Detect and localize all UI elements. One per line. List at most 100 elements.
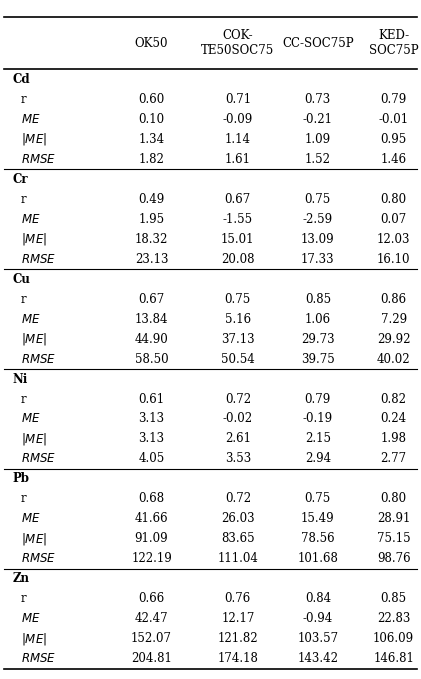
Text: 15.49: 15.49 — [301, 513, 335, 526]
Text: 0.79: 0.79 — [305, 392, 331, 405]
Text: -0.21: -0.21 — [303, 113, 333, 126]
Text: 204.81: 204.81 — [131, 653, 172, 665]
Text: r: r — [21, 193, 27, 206]
Text: Zn: Zn — [13, 572, 29, 585]
Text: $|\mathit{ME}|$: $|\mathit{ME}|$ — [21, 331, 47, 347]
Text: $\mathit{ME}$: $\mathit{ME}$ — [21, 513, 40, 526]
Text: 28.91: 28.91 — [377, 513, 410, 526]
Text: 0.72: 0.72 — [225, 392, 251, 405]
Text: $|\mathit{ME}|$: $|\mathit{ME}|$ — [21, 631, 47, 647]
Text: 0.07: 0.07 — [381, 213, 407, 225]
Text: 1.52: 1.52 — [305, 153, 331, 166]
Text: 20.08: 20.08 — [221, 253, 255, 265]
Text: $\mathit{ME}$: $\mathit{ME}$ — [21, 113, 40, 126]
Text: 44.90: 44.90 — [135, 333, 168, 346]
Text: 0.61: 0.61 — [139, 392, 165, 405]
Text: 0.68: 0.68 — [139, 492, 165, 505]
Text: 5.16: 5.16 — [225, 312, 251, 325]
Text: 1.14: 1.14 — [225, 132, 251, 146]
Text: 174.18: 174.18 — [217, 653, 258, 665]
Text: 152.07: 152.07 — [131, 632, 172, 645]
Text: $\mathit{ME}$: $\mathit{ME}$ — [21, 213, 40, 225]
Text: 2.94: 2.94 — [305, 452, 331, 466]
Text: 40.02: 40.02 — [377, 352, 410, 365]
Text: r: r — [21, 592, 27, 606]
Text: Cu: Cu — [13, 272, 30, 286]
Text: 98.76: 98.76 — [377, 553, 410, 566]
Text: Cr: Cr — [13, 172, 28, 185]
Text: 0.49: 0.49 — [139, 193, 165, 206]
Text: $|\mathit{ME}|$: $|\mathit{ME}|$ — [21, 131, 47, 147]
Text: 0.72: 0.72 — [225, 492, 251, 505]
Text: 0.60: 0.60 — [139, 93, 165, 106]
Text: OK50: OK50 — [135, 37, 168, 50]
Text: $\mathit{RMSE}$: $\mathit{RMSE}$ — [21, 452, 56, 466]
Text: 0.71: 0.71 — [225, 93, 251, 106]
Text: r: r — [21, 492, 27, 505]
Text: 1.95: 1.95 — [139, 213, 165, 225]
Text: 143.42: 143.42 — [297, 653, 338, 665]
Text: 1.34: 1.34 — [139, 132, 165, 146]
Text: 0.75: 0.75 — [225, 293, 251, 306]
Text: 12.17: 12.17 — [221, 612, 255, 625]
Text: r: r — [21, 293, 27, 306]
Text: 7.29: 7.29 — [381, 312, 407, 325]
Text: 15.01: 15.01 — [221, 233, 255, 246]
Text: 50.54: 50.54 — [221, 352, 255, 365]
Text: 1.61: 1.61 — [225, 153, 251, 166]
Text: CC-SOC75P: CC-SOC75P — [282, 37, 354, 50]
Text: $\mathit{RMSE}$: $\mathit{RMSE}$ — [21, 653, 56, 665]
Text: 3.13: 3.13 — [139, 433, 165, 445]
Text: 41.66: 41.66 — [135, 513, 168, 526]
Text: 29.73: 29.73 — [301, 333, 335, 346]
Text: 111.04: 111.04 — [217, 553, 258, 566]
Text: 13.09: 13.09 — [301, 233, 335, 246]
Text: Ni: Ni — [13, 373, 28, 386]
Text: 39.75: 39.75 — [301, 352, 335, 365]
Text: 18.32: 18.32 — [135, 233, 168, 246]
Text: 0.67: 0.67 — [139, 293, 165, 306]
Text: 4.05: 4.05 — [139, 452, 165, 466]
Text: 22.83: 22.83 — [377, 612, 410, 625]
Text: 16.10: 16.10 — [377, 253, 410, 265]
Text: $|\mathit{ME}|$: $|\mathit{ME}|$ — [21, 231, 47, 247]
Text: 83.65: 83.65 — [221, 532, 255, 545]
Text: -0.94: -0.94 — [303, 612, 333, 625]
Text: 0.84: 0.84 — [305, 592, 331, 606]
Text: $\mathit{RMSE}$: $\mathit{RMSE}$ — [21, 553, 56, 566]
Text: 1.06: 1.06 — [305, 312, 331, 325]
Text: -1.55: -1.55 — [223, 213, 253, 225]
Text: 0.80: 0.80 — [381, 193, 407, 206]
Text: 91.09: 91.09 — [135, 532, 168, 545]
Text: 42.47: 42.47 — [135, 612, 168, 625]
Text: 2.77: 2.77 — [381, 452, 407, 466]
Text: KED-
SOC75P: KED- SOC75P — [369, 29, 418, 57]
Text: 0.10: 0.10 — [139, 113, 165, 126]
Text: -2.59: -2.59 — [303, 213, 333, 225]
Text: 2.61: 2.61 — [225, 433, 251, 445]
Text: 0.66: 0.66 — [139, 592, 165, 606]
Text: -0.09: -0.09 — [223, 113, 253, 126]
Text: 121.82: 121.82 — [218, 632, 258, 645]
Text: 106.09: 106.09 — [373, 632, 414, 645]
Text: Cd: Cd — [13, 73, 30, 86]
Text: 12.03: 12.03 — [377, 233, 410, 246]
Text: $\mathit{RMSE}$: $\mathit{RMSE}$ — [21, 153, 56, 166]
Text: 1.46: 1.46 — [381, 153, 407, 166]
Text: 26.03: 26.03 — [221, 513, 255, 526]
Text: 0.82: 0.82 — [381, 392, 407, 405]
Text: $\mathit{ME}$: $\mathit{ME}$ — [21, 612, 40, 625]
Text: 0.75: 0.75 — [305, 193, 331, 206]
Text: -0.02: -0.02 — [223, 413, 253, 426]
Text: -0.19: -0.19 — [303, 413, 333, 426]
Text: 146.81: 146.81 — [373, 653, 414, 665]
Text: $|\mathit{ME}|$: $|\mathit{ME}|$ — [21, 531, 47, 547]
Text: 0.85: 0.85 — [381, 592, 407, 606]
Text: COK-
TE50SOC75: COK- TE50SOC75 — [201, 29, 274, 57]
Text: r: r — [21, 93, 27, 106]
Text: 1.09: 1.09 — [305, 132, 331, 146]
Text: $\mathit{RMSE}$: $\mathit{RMSE}$ — [21, 352, 56, 365]
Text: 0.75: 0.75 — [305, 492, 331, 505]
Text: $\mathit{ME}$: $\mathit{ME}$ — [21, 413, 40, 426]
Text: 1.98: 1.98 — [381, 433, 407, 445]
